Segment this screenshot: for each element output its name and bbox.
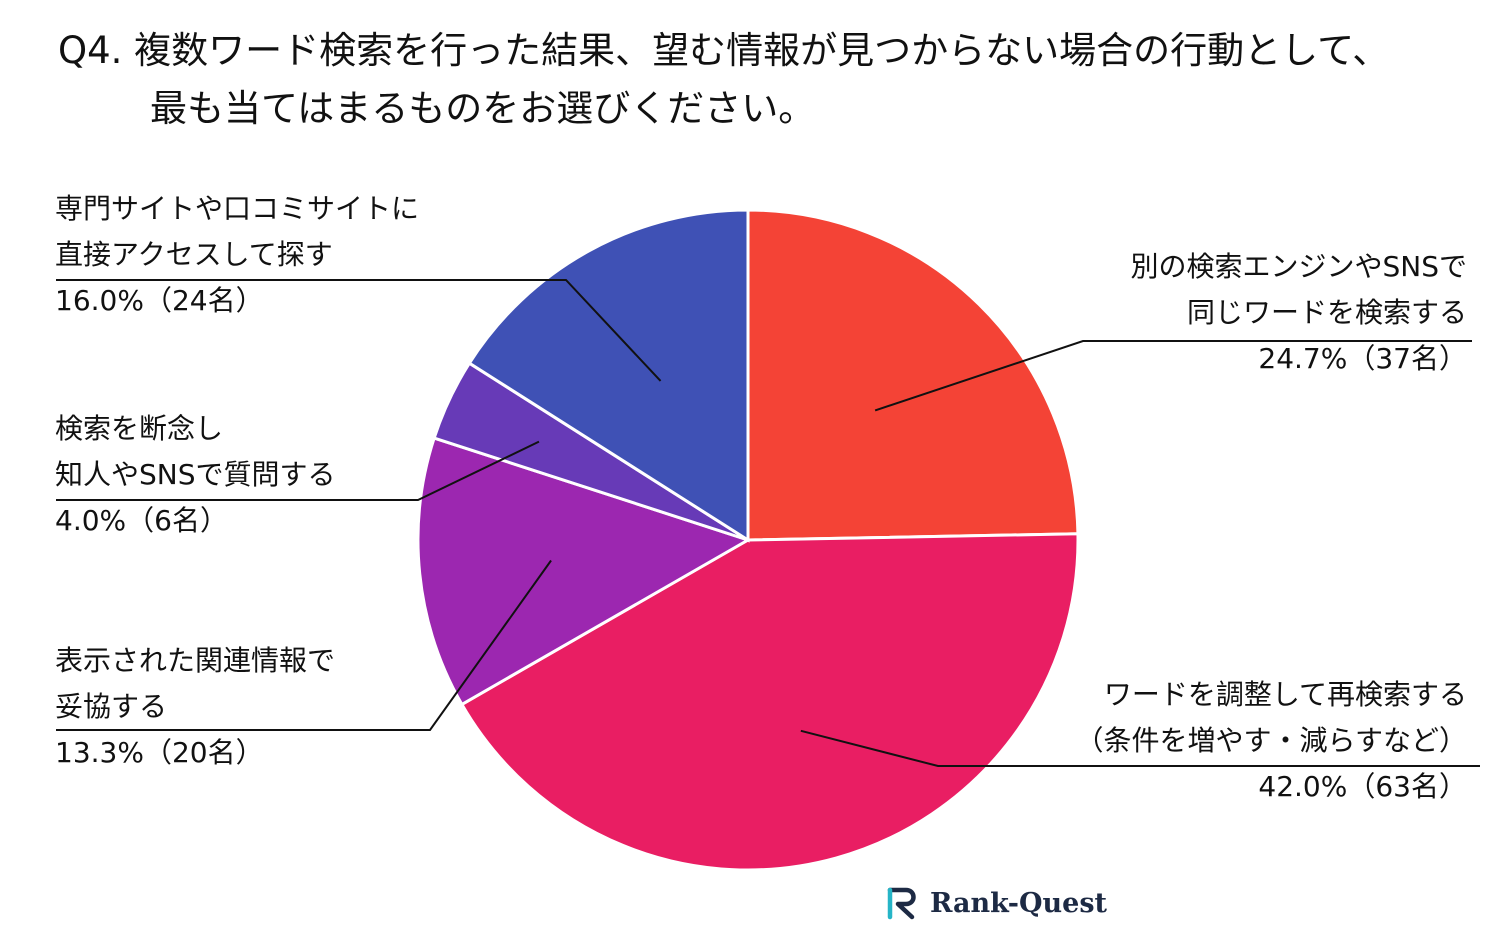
label-value: 42.0%（63名）	[1258, 770, 1467, 803]
label-line-2: （条件を増やす・減らすなど）	[1075, 724, 1467, 757]
label-value: 24.7%（37名）	[1258, 342, 1467, 375]
label-line-2: 妥協する	[55, 690, 168, 723]
brand-name: Rank-Quest	[930, 887, 1108, 919]
chart-title: Q4. 複数ワード検索を行った結果、望む情報が見つからない場合の行動として、 最…	[58, 22, 1389, 138]
label-other-engine: 別の検索エンジンやSNSで 同じワードを検索する 24.7%（37名）	[1131, 244, 1468, 382]
label-direct-site: 専門サイトや口コミサイトに 直接アクセスして探す 16.0%（24名）	[55, 186, 419, 324]
label-line-1: ワードを調整して再検索する	[1103, 678, 1467, 711]
label-compromise: 表示された関連情報で 妥協する 13.3%（20名）	[55, 638, 335, 776]
title-line-2: 最も当てはまるものをお選びください。	[150, 87, 816, 130]
pie-slice	[416, 436, 752, 707]
pie-slice	[459, 532, 1080, 872]
label-give-up: 検索を断念し 知人やSNSで質問する 4.0%（6名）	[55, 406, 336, 544]
leader-line	[56, 279, 662, 382]
label-line-2: 同じワードを検索する	[1186, 296, 1467, 329]
label-line-1: 別の検索エンジンやSNSで	[1130, 250, 1468, 283]
label-line-1: 専門サイトや口コミサイトに	[55, 192, 420, 225]
leader-line	[800, 729, 1480, 767]
label-line-2: 知人やSNSで質問する	[55, 458, 336, 491]
label-value: 13.3%（20名）	[55, 736, 264, 769]
pie-slice	[746, 208, 1080, 542]
leader-line	[874, 340, 1472, 412]
rank-quest-logo-icon	[887, 887, 916, 920]
label-line-1: 検索を断念し	[55, 412, 224, 445]
title-line-1: Q4. 複数ワード検索を行った結果、望む情報が見つからない場合の行動として、	[58, 29, 1390, 72]
label-line-1: 表示された関連情報で	[55, 644, 336, 677]
label-value: 16.0%（24名）	[55, 284, 264, 317]
leader-line	[56, 440, 540, 501]
brand-logo: Rank-Quest	[886, 886, 1107, 920]
pie-slice	[467, 208, 750, 543]
label-line-2: 直接アクセスして探す	[55, 238, 333, 271]
label-adjust-words: ワードを調整して再検索する （条件を増やす・減らすなど） 42.0%（63名）	[1076, 672, 1467, 810]
leader-line	[56, 559, 552, 731]
label-value: 4.0%（6名）	[55, 504, 228, 537]
